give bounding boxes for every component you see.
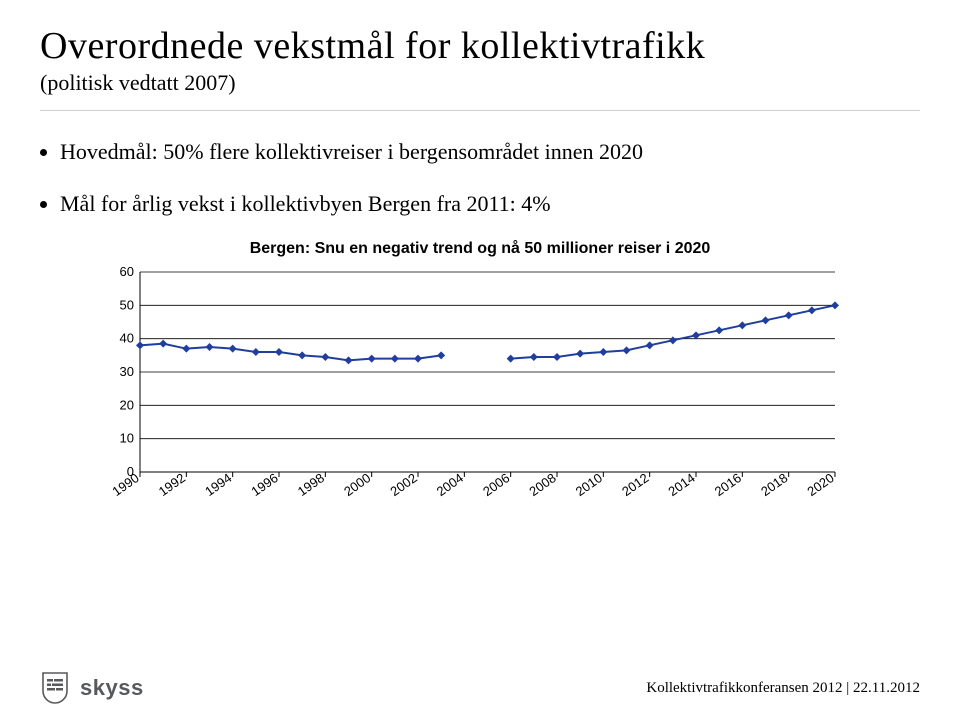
divider bbox=[40, 110, 920, 111]
y-tick-label: 30 bbox=[120, 364, 134, 379]
chart-marker bbox=[182, 345, 190, 353]
chart-marker bbox=[391, 355, 399, 363]
x-tick-label: 1996 bbox=[248, 471, 280, 500]
bullet-item: Hovedmål: 50% flere kollektivreiser i be… bbox=[60, 137, 920, 167]
x-tick-label: 1994 bbox=[202, 471, 234, 500]
bullet-item: Mål for årlig vekst i kollektivbyen Berg… bbox=[60, 189, 920, 219]
slide: Overordnede vekstmål for kollektivtrafik… bbox=[0, 0, 960, 720]
chart-marker bbox=[576, 350, 584, 358]
chart-marker bbox=[646, 342, 654, 350]
chart-marker bbox=[298, 352, 306, 360]
chart-marker bbox=[275, 348, 283, 356]
chart-marker bbox=[669, 337, 677, 345]
chart-marker bbox=[159, 340, 167, 348]
x-tick-label: 2020 bbox=[804, 471, 836, 500]
chart-marker bbox=[762, 317, 770, 325]
chart-marker bbox=[229, 345, 237, 353]
chart-marker bbox=[530, 353, 538, 361]
chart-container: Bergen: Snu en negativ trend og nå 50 mi… bbox=[110, 240, 850, 516]
chart-title: Bergen: Snu en negativ trend og nå 50 mi… bbox=[110, 240, 850, 258]
line-chart: 0102030405060199019921994199619982000200… bbox=[110, 266, 850, 516]
bullet-list: Hovedmål: 50% flere kollektivreiser i be… bbox=[40, 137, 920, 218]
chart-marker bbox=[206, 343, 214, 351]
x-tick-label: 2014 bbox=[665, 471, 697, 500]
chart-marker bbox=[692, 332, 700, 340]
chart-marker bbox=[345, 357, 353, 365]
chart-marker bbox=[252, 348, 260, 356]
shield-icon bbox=[40, 671, 70, 705]
chart-marker bbox=[507, 355, 515, 363]
chart-marker bbox=[414, 355, 422, 363]
x-tick-label: 1998 bbox=[295, 471, 327, 500]
logo: skyss bbox=[40, 671, 144, 705]
x-tick-label: 2006 bbox=[480, 471, 512, 500]
chart-marker bbox=[738, 322, 746, 330]
page-subtitle: (politisk vedtatt 2007) bbox=[40, 70, 920, 96]
x-tick-label: 2002 bbox=[387, 471, 419, 500]
chart-marker bbox=[808, 307, 816, 315]
x-tick-label: 2018 bbox=[758, 471, 790, 500]
chart-marker bbox=[599, 348, 607, 356]
chart-marker bbox=[623, 347, 631, 355]
y-tick-label: 60 bbox=[120, 266, 134, 279]
y-tick-label: 40 bbox=[120, 331, 134, 346]
x-tick-label: 1992 bbox=[156, 471, 188, 500]
y-tick-label: 50 bbox=[120, 298, 134, 313]
chart-marker bbox=[553, 353, 561, 361]
x-tick-label: 2012 bbox=[619, 471, 651, 500]
x-tick-label: 2008 bbox=[526, 471, 558, 500]
chart-marker bbox=[321, 353, 329, 361]
x-tick-label: 2016 bbox=[712, 471, 744, 500]
y-tick-label: 10 bbox=[120, 431, 134, 446]
chart-marker bbox=[368, 355, 376, 363]
footer-text: Kollektivtrafikkonferansen 2012 | 22.11.… bbox=[646, 680, 920, 697]
chart-marker bbox=[136, 342, 144, 350]
x-tick-label: 2010 bbox=[573, 471, 605, 500]
chart-marker bbox=[715, 327, 723, 335]
chart-marker bbox=[437, 352, 445, 360]
x-tick-label: 1990 bbox=[110, 471, 142, 500]
chart-marker bbox=[785, 312, 793, 320]
y-tick-label: 20 bbox=[120, 398, 134, 413]
x-tick-label: 2004 bbox=[434, 471, 466, 500]
footer: skyss Kollektivtrafikkonferansen 2012 | … bbox=[0, 668, 960, 708]
chart-line bbox=[140, 306, 835, 361]
x-tick-label: 2000 bbox=[341, 471, 373, 500]
chart-marker bbox=[831, 302, 839, 310]
logo-text: skyss bbox=[80, 675, 144, 701]
page-title: Overordnede vekstmål for kollektivtrafik… bbox=[40, 24, 920, 68]
